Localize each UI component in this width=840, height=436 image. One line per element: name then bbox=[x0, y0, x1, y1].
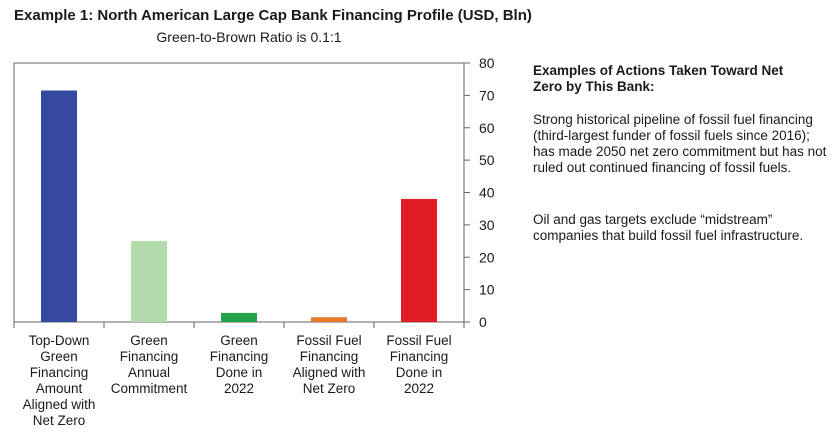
y-tick-label: 20 bbox=[479, 249, 495, 265]
bar-3 bbox=[221, 312, 257, 322]
side-panel-paragraph-1: Strong historical pipeline of fossil fue… bbox=[533, 112, 827, 175]
side-panel-heading: Examples of Actions Taken Toward Net Zer… bbox=[533, 63, 784, 94]
x-tick-label: Green Financing Annual Commitment bbox=[110, 333, 188, 396]
y-tick-label: 30 bbox=[479, 217, 495, 233]
bar-4 bbox=[311, 317, 347, 322]
bar-2 bbox=[131, 241, 167, 322]
y-tick-label: 50 bbox=[479, 152, 495, 168]
y-tick-label: 70 bbox=[479, 87, 495, 103]
bar-5 bbox=[401, 198, 437, 322]
x-tick-label: Fossil Fuel Financing Done in 2022 bbox=[386, 333, 452, 396]
bar-1 bbox=[41, 90, 77, 322]
x-tick-label: Top-Down Green Financing Amount Aligned with… bbox=[22, 333, 96, 428]
y-tick-label: 80 bbox=[479, 55, 495, 71]
x-tick-label: Fossil Fuel Financing Aligned with Net Zero bbox=[292, 333, 366, 396]
chart-title: Example 1: North American Large Cap Bank… bbox=[14, 7, 532, 24]
chart-subtitle: Green-to-Brown Ratio is 0.1:1 bbox=[156, 29, 342, 45]
y-tick-label: 10 bbox=[479, 282, 495, 298]
side-panel-paragraph-2: Oil and gas targets exclude “midstream” … bbox=[533, 212, 804, 243]
bar-chart: 0 10 20 30 40 50 60 70 80 bbox=[13, 55, 495, 330]
y-tick-label: 60 bbox=[479, 120, 495, 136]
y-tick-label: 0 bbox=[479, 314, 487, 330]
x-tick-label: Green Financing Done in 2022 bbox=[209, 333, 269, 396]
y-tick-label: 40 bbox=[479, 185, 495, 201]
